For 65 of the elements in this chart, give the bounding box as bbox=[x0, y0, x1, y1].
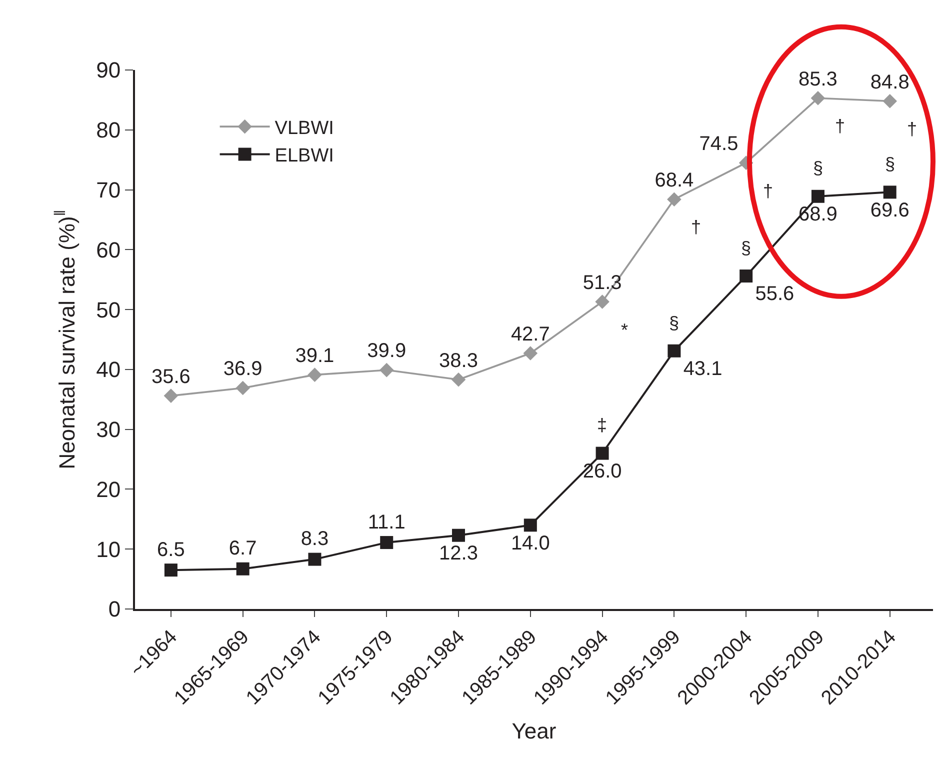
annotation: † bbox=[691, 217, 702, 237]
data-label: 12.3 bbox=[439, 542, 478, 564]
data-label: 26.0 bbox=[582, 460, 622, 482]
y-tick-label: 30 bbox=[96, 417, 121, 442]
annotation: * bbox=[621, 320, 628, 340]
point bbox=[595, 294, 610, 309]
data-label: 74.5 bbox=[699, 132, 738, 155]
annotation: † bbox=[835, 116, 846, 136]
y-tick-label: 10 bbox=[96, 536, 121, 562]
point bbox=[524, 518, 537, 532]
data-label: 51.3 bbox=[582, 272, 622, 294]
data-label: 43.1 bbox=[683, 358, 722, 380]
data-label: 69.6 bbox=[870, 199, 910, 222]
legend-label: VLBWI bbox=[274, 118, 334, 139]
data-label: 39.9 bbox=[367, 340, 406, 362]
legend-label: ELBWI bbox=[274, 146, 334, 167]
point bbox=[668, 344, 681, 358]
y-tick-label: 90 bbox=[96, 58, 121, 83]
annotation: § bbox=[813, 158, 824, 178]
data-label: 84.8 bbox=[870, 71, 910, 94]
point bbox=[164, 388, 178, 403]
data-label: 35.6 bbox=[151, 366, 190, 388]
point bbox=[810, 91, 826, 106]
point bbox=[596, 446, 609, 460]
point bbox=[379, 362, 394, 378]
point bbox=[308, 368, 322, 382]
x-axis-title: Year bbox=[512, 718, 556, 744]
y-tick-label: 70 bbox=[96, 177, 121, 202]
data-label: 68.4 bbox=[654, 169, 694, 192]
point bbox=[523, 346, 538, 360]
data-label: 55.6 bbox=[755, 283, 794, 306]
point bbox=[380, 536, 394, 550]
annotation: § bbox=[885, 154, 896, 174]
point bbox=[236, 380, 250, 396]
point bbox=[452, 528, 466, 542]
y-tick-label: 0 bbox=[108, 596, 121, 622]
y-tick-label: 80 bbox=[96, 118, 121, 143]
annotation: § bbox=[669, 313, 680, 333]
data-label: 36.9 bbox=[223, 358, 262, 380]
y-tick-label: 50 bbox=[96, 297, 121, 322]
data-label: 6.7 bbox=[228, 538, 257, 560]
y-tick-label: 60 bbox=[96, 237, 121, 262]
data-label: 42.7 bbox=[510, 323, 550, 346]
point bbox=[811, 190, 824, 203]
data-label: 8.3 bbox=[300, 528, 329, 550]
annotation: § bbox=[741, 238, 752, 258]
data-label: 38.3 bbox=[439, 350, 478, 372]
data-label: 6.5 bbox=[157, 538, 185, 561]
data-label: 11.1 bbox=[368, 511, 406, 534]
annotation: ‡ bbox=[597, 415, 608, 435]
y-tick-label: 40 bbox=[96, 357, 121, 382]
annotation: † bbox=[763, 181, 774, 201]
annotation: † bbox=[907, 119, 918, 139]
point bbox=[740, 270, 753, 283]
data-label: 85.3 bbox=[798, 68, 838, 90]
point bbox=[883, 186, 896, 199]
data-label: 39.1 bbox=[295, 344, 334, 367]
point bbox=[308, 552, 322, 566]
point bbox=[667, 192, 682, 207]
data-label: 14.0 bbox=[510, 532, 550, 554]
point bbox=[164, 564, 178, 577]
point bbox=[882, 94, 898, 108]
point bbox=[451, 372, 466, 387]
point bbox=[236, 562, 250, 576]
y-tick-label: 20 bbox=[96, 476, 121, 502]
